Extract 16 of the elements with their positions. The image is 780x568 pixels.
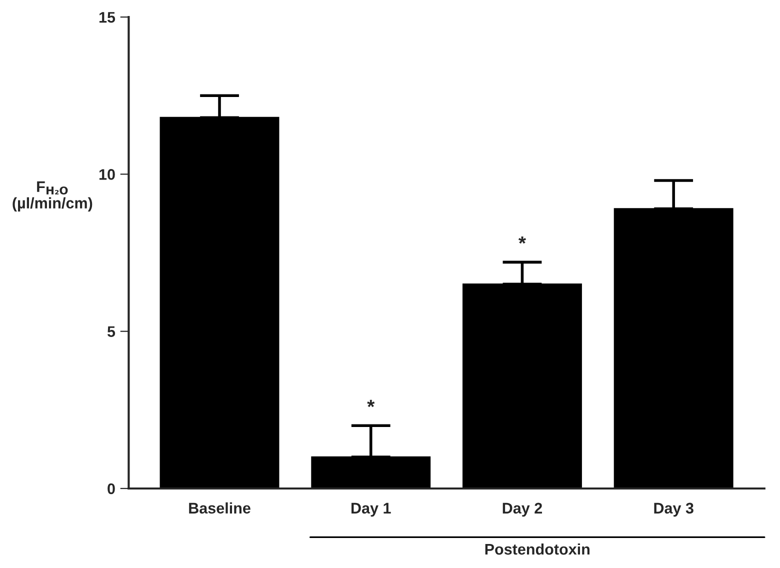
bar <box>462 283 582 488</box>
y-axis-title: F$_{H₂O}$ (µl/min/cm) <box>12 181 92 212</box>
y-tick-label: 5 <box>107 326 116 338</box>
bar <box>311 456 431 488</box>
annotation: * <box>518 236 526 244</box>
y-tick-label: 10 <box>99 169 115 180</box>
text: Postendotoxin <box>485 543 590 555</box>
bar <box>614 208 734 488</box>
annotation: * <box>367 400 375 408</box>
x-tick-label: Day 3 <box>654 502 694 517</box>
bar <box>160 116 280 488</box>
x-tick-label: Baseline <box>189 502 250 514</box>
x-tick-label: Day 2 <box>502 502 542 517</box>
y-tick-label: 15 <box>99 12 116 23</box>
y-tick-label: 0 <box>108 483 115 494</box>
x-tick-label: Day 1 <box>352 502 391 517</box>
